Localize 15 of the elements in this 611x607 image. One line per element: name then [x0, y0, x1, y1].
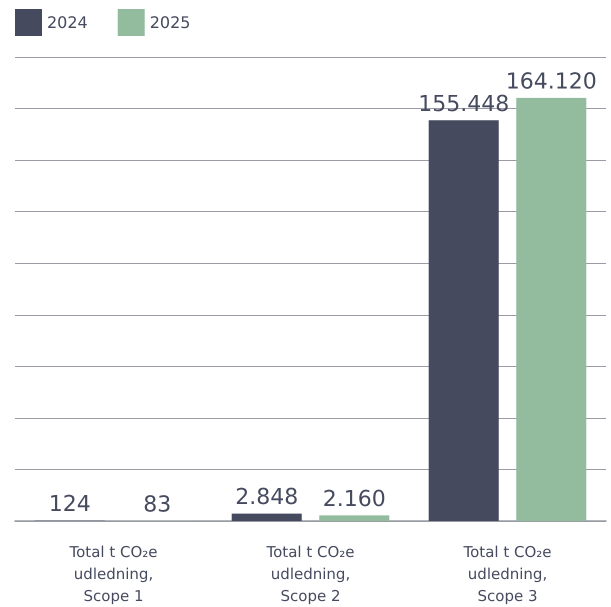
data-label: 164.120 — [506, 69, 597, 94]
legend-label: 2024 — [47, 13, 88, 32]
bar — [516, 98, 586, 521]
x-tick-label: Total t CO₂e udledning, Scope 2 — [266, 543, 354, 605]
bar — [428, 120, 499, 521]
x-tick-label: Total t CO₂e udledning, Scope 3 — [462, 543, 552, 605]
data-label: 2.160 — [322, 486, 386, 512]
data-label: 124 — [48, 492, 91, 518]
x-tick-label: Total t CO₂e udledning, Scope 1 — [68, 543, 158, 605]
legend-label: 2025 — [150, 13, 190, 32]
bar — [319, 515, 390, 521]
data-label: 83 — [143, 492, 172, 518]
data-label: 155.448 — [418, 92, 510, 117]
bar — [232, 514, 302, 521]
data-label: 2.848 — [235, 485, 298, 510]
